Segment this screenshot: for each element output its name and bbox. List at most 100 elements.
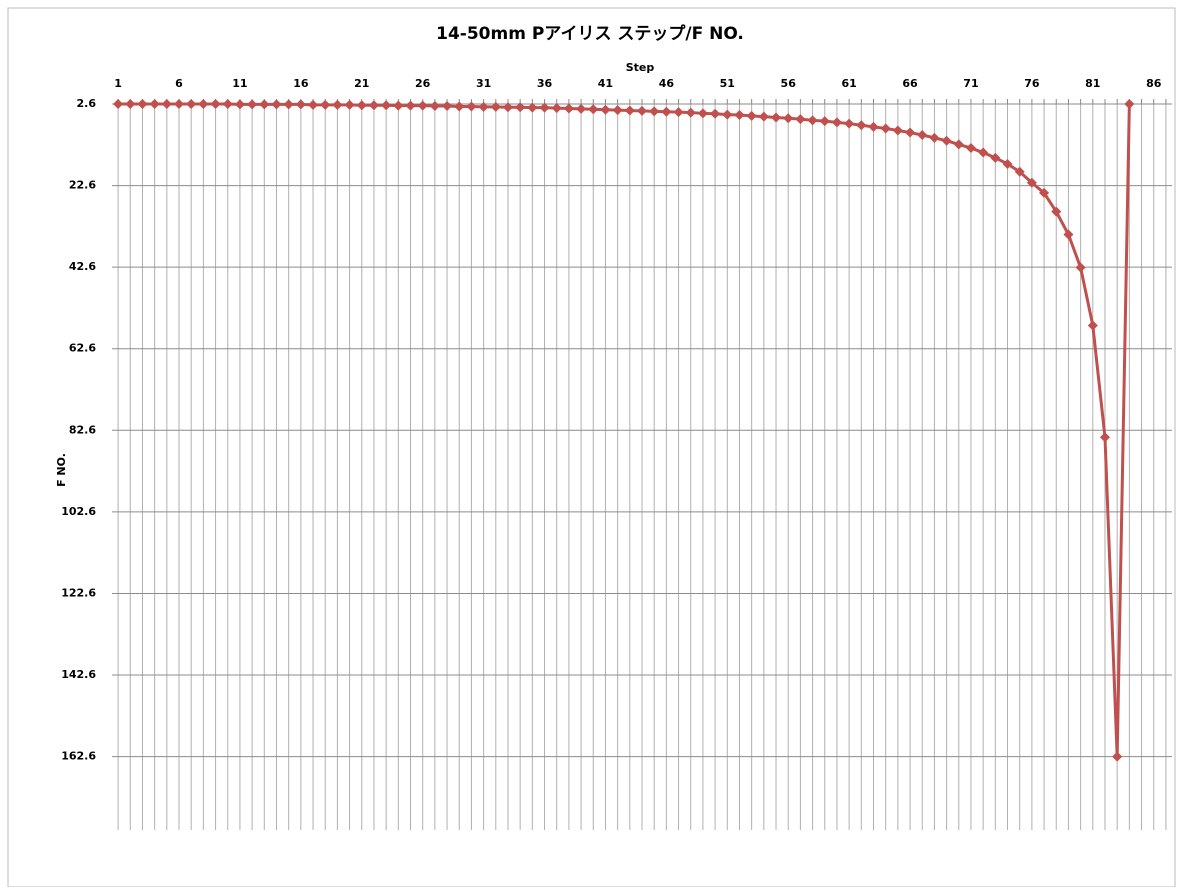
data-marker: [563, 103, 574, 114]
x-tick-label: 31: [476, 77, 491, 90]
data-marker: [161, 99, 172, 109]
x-tick-label: 1: [114, 77, 122, 90]
data-marker: [673, 107, 684, 118]
data-marker: [697, 108, 708, 119]
y-tick-label: 142.6: [61, 668, 96, 681]
data-marker: [1002, 158, 1013, 169]
data-marker: [600, 104, 611, 115]
y-tick-label: 2.6: [77, 97, 97, 110]
x-tick-label: 51: [720, 77, 735, 90]
y-axis-label: F NO.: [55, 453, 68, 487]
x-tick-label: 76: [1024, 77, 1040, 90]
x-tick-label: 56: [781, 77, 797, 90]
data-marker: [819, 116, 830, 127]
data-marker: [965, 143, 976, 154]
data-marker: [917, 129, 928, 140]
data-marker: [551, 103, 562, 114]
data-marker: [442, 101, 453, 112]
data-marker: [405, 100, 416, 111]
data-marker: [344, 99, 355, 110]
data-marker: [856, 120, 867, 131]
data-marker: [515, 102, 526, 113]
data-marker: [868, 121, 879, 132]
data-marker: [661, 106, 672, 117]
data-marker: [1039, 187, 1050, 198]
x-tick-label: 71: [963, 77, 978, 90]
data-marker: [259, 99, 270, 110]
data-marker: [953, 139, 964, 150]
x-tick-label: 86: [1146, 77, 1162, 90]
data-marker: [831, 117, 842, 128]
y-tick-label: 102.6: [61, 505, 96, 518]
data-marker: [905, 127, 916, 138]
x-tick-label: 46: [659, 77, 675, 90]
x-axis-label: Step: [626, 61, 655, 74]
data-marker: [722, 109, 733, 120]
data-marker: [1026, 177, 1037, 188]
data-marker: [612, 105, 623, 116]
data-marker: [381, 100, 392, 111]
x-tick-label: 26: [415, 77, 431, 90]
data-marker: [758, 111, 769, 122]
x-tick-label: 61: [841, 77, 856, 90]
data-marker: [892, 125, 903, 136]
data-marker: [368, 100, 379, 111]
data-marker: [125, 99, 136, 109]
y-tick-label: 42.6: [69, 260, 96, 273]
data-marker: [1051, 206, 1062, 217]
data-marker: [222, 99, 233, 109]
data-marker: [295, 99, 306, 110]
data-marker: [247, 99, 258, 110]
data-marker: [466, 101, 477, 112]
data-marker: [417, 100, 428, 111]
x-tick-label: 81: [1085, 77, 1100, 90]
x-tick-label: 16: [293, 77, 309, 90]
data-marker: [771, 112, 782, 123]
data-marker: [429, 101, 440, 112]
data-marker: [624, 105, 635, 116]
y-tick-label: 22.6: [69, 179, 96, 192]
data-marker: [113, 99, 124, 109]
data-marker: [807, 115, 818, 126]
data-marker: [685, 107, 696, 118]
data-marker: [490, 101, 501, 112]
data-marker: [990, 152, 1001, 163]
data-marker: [880, 123, 891, 134]
data-marker: [174, 99, 185, 109]
data-marker: [978, 147, 989, 158]
y-tick-label: 162.6: [61, 750, 96, 763]
x-tick-label: 11: [232, 77, 247, 90]
data-marker: [308, 99, 319, 110]
data-marker: [1014, 166, 1025, 177]
x-tick-label: 36: [537, 77, 553, 90]
x-tick-label: 6: [175, 77, 183, 90]
data-marker: [795, 114, 806, 125]
data-marker: [320, 99, 331, 110]
data-marker: [502, 102, 513, 113]
chart-title: 14-50mm Pアイリス ステップ/F NO.: [436, 23, 744, 44]
data-marker: [1087, 320, 1098, 331]
data-marker: [588, 104, 599, 115]
data-marker: [941, 135, 952, 146]
data-marker: [137, 99, 148, 109]
data-marker: [1099, 432, 1110, 443]
y-tick-label: 82.6: [69, 423, 96, 436]
data-marker: [283, 99, 294, 110]
data-marker: [198, 99, 209, 109]
x-tick-label: 66: [902, 77, 918, 90]
y-tick-label: 122.6: [61, 586, 96, 599]
data-marker: [393, 100, 404, 111]
data-marker: [783, 113, 794, 124]
data-marker: [149, 99, 160, 109]
data-marker: [271, 99, 282, 110]
data-marker: [1112, 751, 1123, 762]
data-marker: [929, 132, 940, 143]
data-marker: [234, 99, 245, 110]
data-marker: [710, 108, 721, 119]
data-marker: [186, 99, 197, 109]
data-marker: [454, 101, 465, 112]
data-marker: [649, 106, 660, 117]
data-marker: [332, 99, 343, 110]
